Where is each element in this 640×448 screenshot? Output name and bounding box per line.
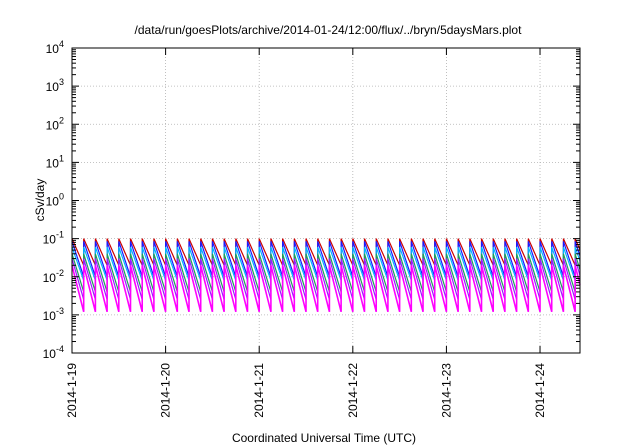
y-tick-label: 10-3 bbox=[43, 306, 64, 323]
series-line bbox=[71, 258, 581, 300]
y-tick-label: 101 bbox=[46, 153, 64, 170]
x-tick-label: 2014-1-19 bbox=[65, 363, 79, 418]
x-ticks: 2014-1-19 2014-1-20 2014-1-21 2014-1-22 2014… bbox=[65, 48, 547, 418]
y-tick-label: 102 bbox=[46, 115, 64, 132]
y-tick-label: 10-4 bbox=[43, 344, 64, 361]
series-group bbox=[71, 238, 581, 313]
series-line bbox=[71, 253, 581, 293]
y-ticks: 10-4 10-3 10-2 10-1 100 101 102 103 104 bbox=[43, 39, 580, 361]
series-line bbox=[71, 238, 581, 266]
series-line bbox=[71, 241, 581, 277]
y-tick-label: 104 bbox=[46, 39, 64, 56]
series-line bbox=[71, 246, 581, 281]
x-tick-label: 2014-1-21 bbox=[252, 363, 266, 418]
chart-title: /data/run/goesPlots/archive/2014-01-24/1… bbox=[135, 23, 523, 37]
y-axis-label: cSv/day bbox=[33, 179, 47, 222]
y-tick-label: 10-2 bbox=[43, 268, 64, 285]
x-tick-label: 2014-1-20 bbox=[159, 363, 173, 418]
y-tick-label: 100 bbox=[46, 192, 64, 209]
x-tick-label: 2014-1-24 bbox=[533, 363, 547, 418]
x-tick-label: 2014-1-22 bbox=[346, 363, 360, 418]
y-tick-label: 10-1 bbox=[43, 230, 64, 247]
x-axis-label: Coordinated Universal Time (UTC) bbox=[232, 431, 416, 445]
y-tick-label: 103 bbox=[46, 77, 64, 94]
series-line bbox=[71, 265, 581, 313]
x-tick-label: 2014-1-23 bbox=[439, 363, 453, 418]
